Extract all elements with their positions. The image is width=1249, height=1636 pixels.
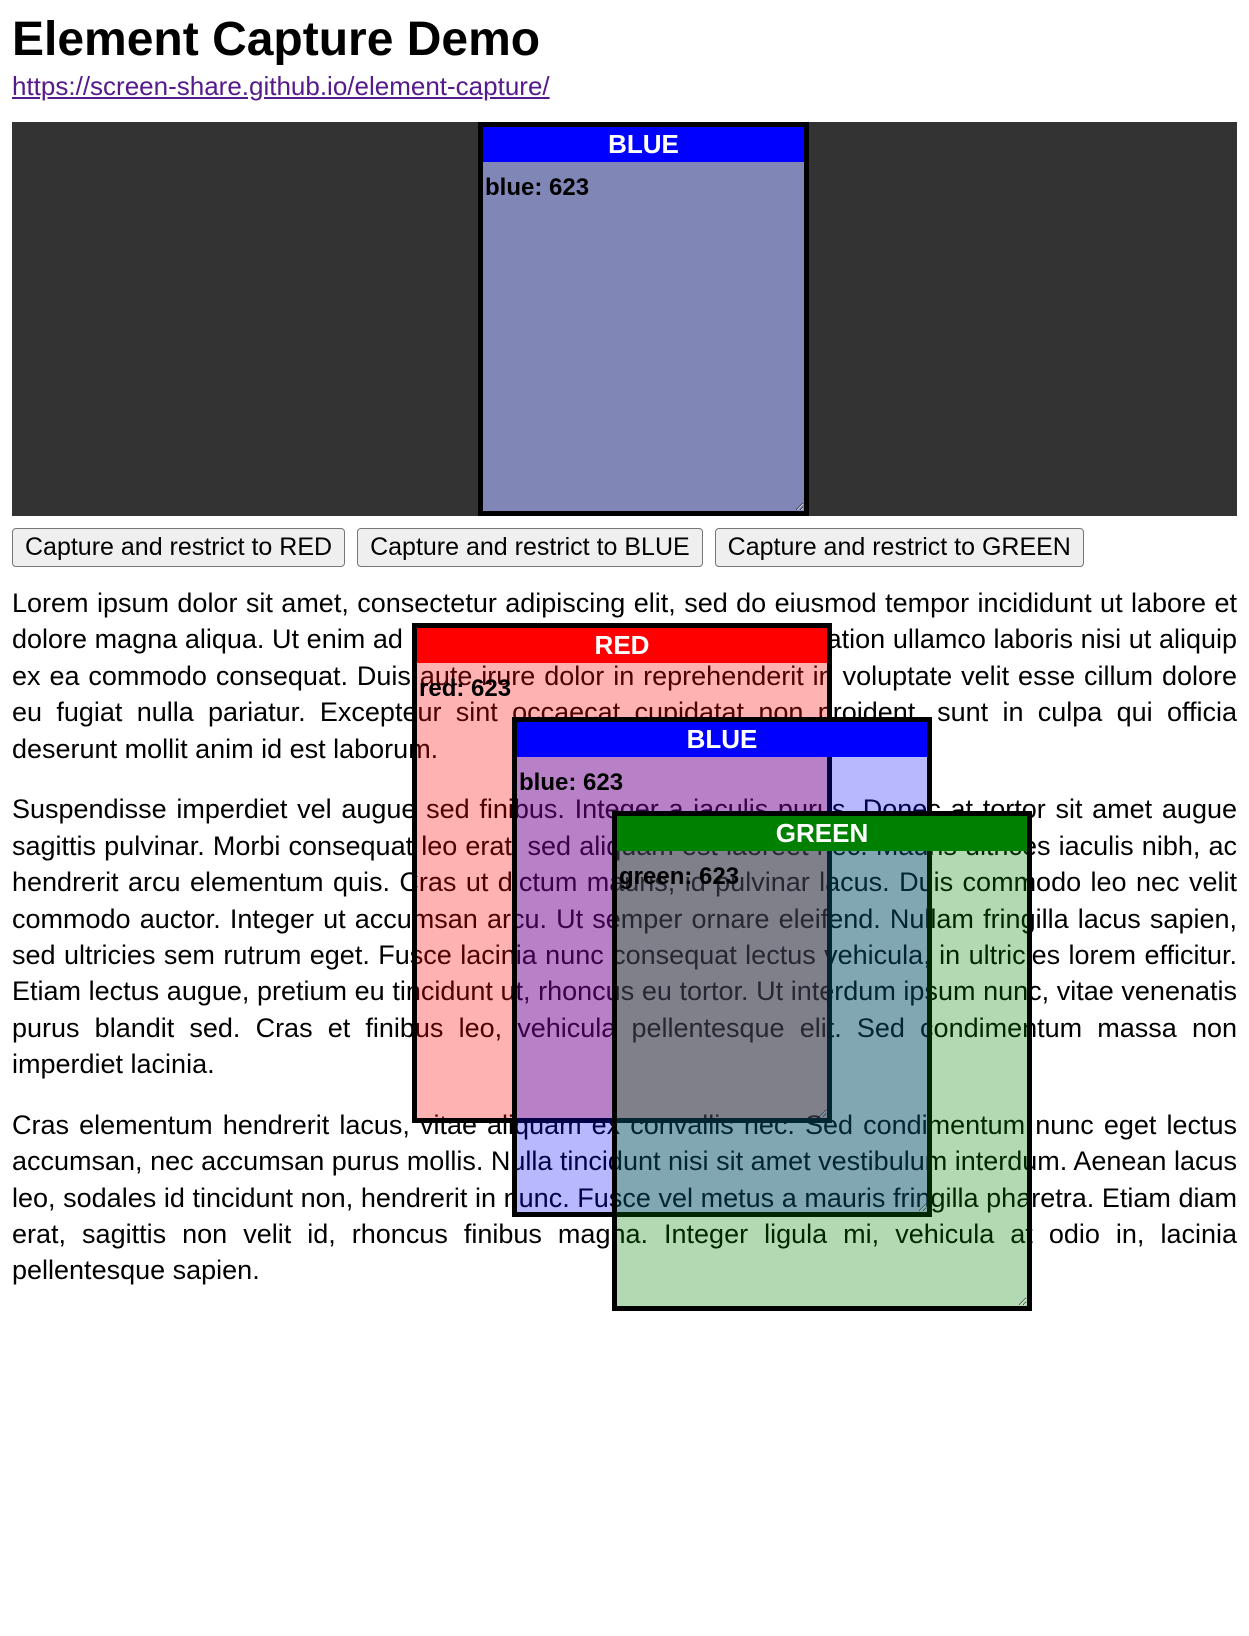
page-title: Element Capture Demo <box>12 12 1237 67</box>
blue-panel-counter: blue: 623 <box>517 757 927 809</box>
green-panel-counter: green: 623 <box>617 851 1027 903</box>
preview-stage: BLUE blue: 623 <box>12 122 1237 516</box>
blue-panel-header: BLUE <box>517 722 927 757</box>
capture-blue-button[interactable]: Capture and restrict to BLUE <box>357 528 703 567</box>
content-area: Lorem ipsum dolor sit amet, consectetur … <box>12 585 1237 1289</box>
capture-green-button[interactable]: Capture and restrict to GREEN <box>715 528 1084 567</box>
preview-blue-counter: blue: 623 <box>483 162 804 214</box>
spec-link[interactable]: https://screen-share.github.io/element-c… <box>12 71 550 102</box>
capture-red-button[interactable]: Capture and restrict to RED <box>12 528 345 567</box>
green-panel[interactable]: GREEN green: 623 <box>612 811 1032 1311</box>
green-panel-body: green: 623 <box>617 851 1027 1306</box>
preview-blue-panel[interactable]: BLUE blue: 623 <box>478 122 809 516</box>
red-panel-counter: red: 623 <box>417 663 827 715</box>
green-panel-header: GREEN <box>617 816 1027 851</box>
button-row: Capture and restrict to RED Capture and … <box>12 528 1237 567</box>
preview-blue-body: blue: 623 <box>483 162 804 511</box>
red-panel-header: RED <box>417 628 827 663</box>
preview-blue-header: BLUE <box>483 127 804 162</box>
